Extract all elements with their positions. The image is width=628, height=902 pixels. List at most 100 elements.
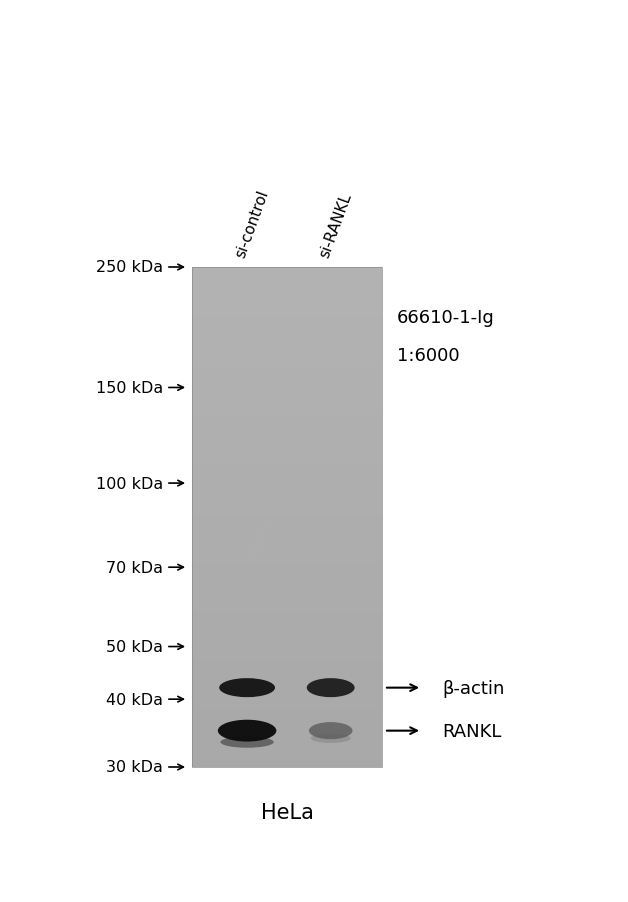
Bar — [192, 707, 382, 710]
Bar — [192, 350, 382, 353]
Text: 66610-1-Ig: 66610-1-Ig — [397, 308, 495, 327]
Bar — [192, 687, 382, 690]
Text: si-control: si-control — [233, 188, 271, 260]
Ellipse shape — [311, 733, 350, 743]
Bar — [192, 575, 382, 577]
Bar — [192, 607, 382, 610]
Bar — [192, 703, 382, 704]
Bar — [192, 415, 382, 418]
Bar — [192, 515, 382, 518]
Bar — [192, 373, 382, 375]
Text: 40 kDa: 40 kDa — [106, 692, 163, 707]
Bar — [192, 724, 382, 727]
Bar — [192, 713, 382, 714]
Bar — [192, 730, 382, 732]
Bar — [192, 528, 382, 529]
Bar — [192, 577, 382, 580]
Bar — [192, 388, 382, 390]
Bar — [192, 510, 382, 512]
Bar — [192, 412, 382, 415]
Bar — [192, 420, 382, 422]
Bar — [192, 271, 382, 272]
Bar — [192, 330, 382, 333]
Bar — [192, 667, 382, 670]
Bar — [192, 463, 382, 465]
Bar — [192, 677, 382, 680]
Bar — [192, 584, 382, 587]
Bar — [192, 573, 382, 575]
Bar — [192, 740, 382, 742]
Bar — [192, 343, 382, 345]
Bar — [192, 587, 382, 590]
Bar — [192, 430, 382, 433]
Ellipse shape — [220, 737, 274, 748]
Bar — [192, 685, 382, 687]
Bar — [192, 560, 382, 562]
Bar — [192, 742, 382, 745]
Bar — [192, 638, 382, 640]
Bar — [192, 378, 382, 380]
Bar — [192, 717, 382, 720]
Bar — [192, 605, 382, 607]
Bar — [192, 710, 382, 713]
Bar — [192, 395, 382, 398]
Bar — [192, 692, 382, 695]
Bar — [192, 762, 382, 765]
Ellipse shape — [218, 720, 276, 741]
Bar — [192, 538, 382, 540]
Bar — [192, 520, 382, 522]
Bar — [192, 443, 382, 445]
Bar — [192, 745, 382, 747]
Bar — [192, 435, 382, 437]
Bar — [192, 522, 382, 525]
Bar — [192, 630, 382, 632]
Bar — [192, 380, 382, 382]
Bar — [192, 398, 382, 400]
Bar — [192, 336, 382, 337]
Bar — [192, 410, 382, 412]
Bar — [192, 649, 382, 652]
Ellipse shape — [219, 678, 275, 697]
Bar — [192, 428, 382, 430]
Bar — [192, 353, 382, 355]
Bar — [192, 720, 382, 723]
Bar — [192, 747, 382, 750]
Bar — [192, 662, 382, 665]
Bar — [192, 477, 382, 480]
Bar — [192, 355, 382, 357]
Bar — [192, 447, 382, 450]
Ellipse shape — [309, 723, 352, 740]
Bar — [192, 548, 382, 550]
Ellipse shape — [306, 678, 355, 697]
Bar — [192, 473, 382, 475]
Bar — [192, 385, 382, 388]
Bar — [192, 597, 382, 600]
Bar — [192, 690, 382, 692]
Bar — [192, 737, 382, 740]
Bar — [192, 732, 382, 735]
Bar — [192, 594, 382, 597]
Bar — [192, 518, 382, 520]
Bar — [192, 727, 382, 730]
Bar — [192, 535, 382, 538]
Bar — [192, 288, 382, 290]
Bar — [192, 557, 382, 560]
Bar — [192, 697, 382, 700]
Bar — [192, 308, 382, 310]
Bar — [192, 603, 382, 605]
Bar — [192, 500, 382, 502]
Bar — [192, 422, 382, 425]
Text: 30 kDa: 30 kDa — [106, 759, 163, 775]
Bar — [192, 695, 382, 697]
Bar — [192, 714, 382, 717]
Bar — [192, 292, 382, 295]
Bar — [192, 333, 382, 336]
Bar — [192, 340, 382, 343]
Bar — [192, 759, 382, 762]
Bar — [192, 672, 382, 675]
Bar — [192, 363, 382, 365]
Bar — [192, 529, 382, 532]
Bar — [192, 627, 382, 630]
Bar — [192, 365, 382, 368]
Bar — [192, 455, 382, 457]
